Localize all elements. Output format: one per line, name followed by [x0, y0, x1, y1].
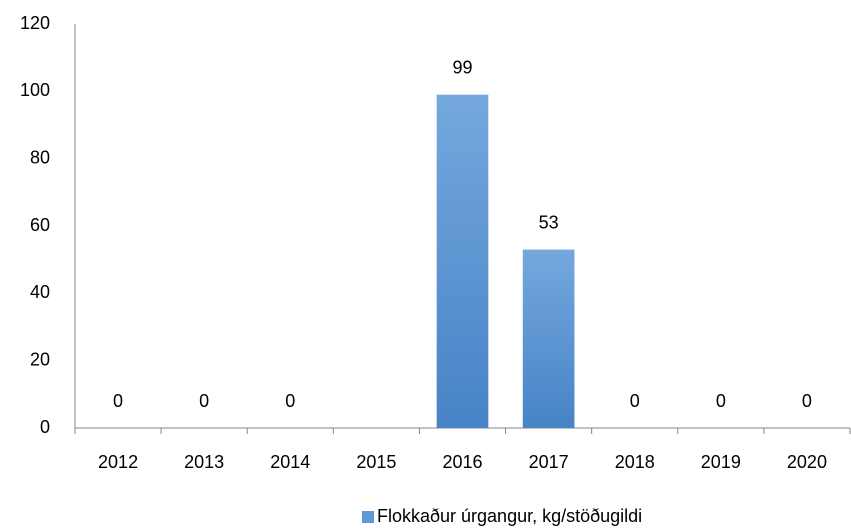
y-tick-label: 120	[20, 13, 50, 33]
x-tick-label: 2017	[529, 452, 569, 472]
data-label: 0	[630, 391, 640, 411]
y-tick-label: 20	[30, 349, 50, 369]
data-label: 0	[199, 391, 209, 411]
data-label: 0	[802, 391, 812, 411]
x-tick-label: 2019	[701, 452, 741, 472]
x-tick-label: 2020	[787, 452, 827, 472]
y-tick-label: 80	[30, 147, 50, 167]
x-tick-label: 2016	[442, 452, 482, 472]
y-tick-label: 60	[30, 215, 50, 235]
legend-label: Flokkaður úrgangur, kg/stöðugildi	[377, 506, 642, 526]
data-label: 53	[539, 212, 559, 232]
bar	[522, 249, 575, 428]
y-tick-label: 0	[40, 417, 50, 437]
x-tick-label: 2014	[270, 452, 310, 472]
y-tick-label: 40	[30, 282, 50, 302]
data-label: 0	[716, 391, 726, 411]
y-tick-label: 100	[20, 80, 50, 100]
data-label: 99	[452, 57, 472, 77]
bar	[436, 94, 489, 428]
x-tick-label: 2015	[356, 452, 396, 472]
x-tick-label: 2013	[184, 452, 224, 472]
data-label: 0	[285, 391, 295, 411]
x-tick-label: 2018	[615, 452, 655, 472]
data-label: 0	[113, 391, 123, 411]
x-tick-label: 2012	[98, 452, 138, 472]
legend-swatch	[362, 511, 374, 523]
